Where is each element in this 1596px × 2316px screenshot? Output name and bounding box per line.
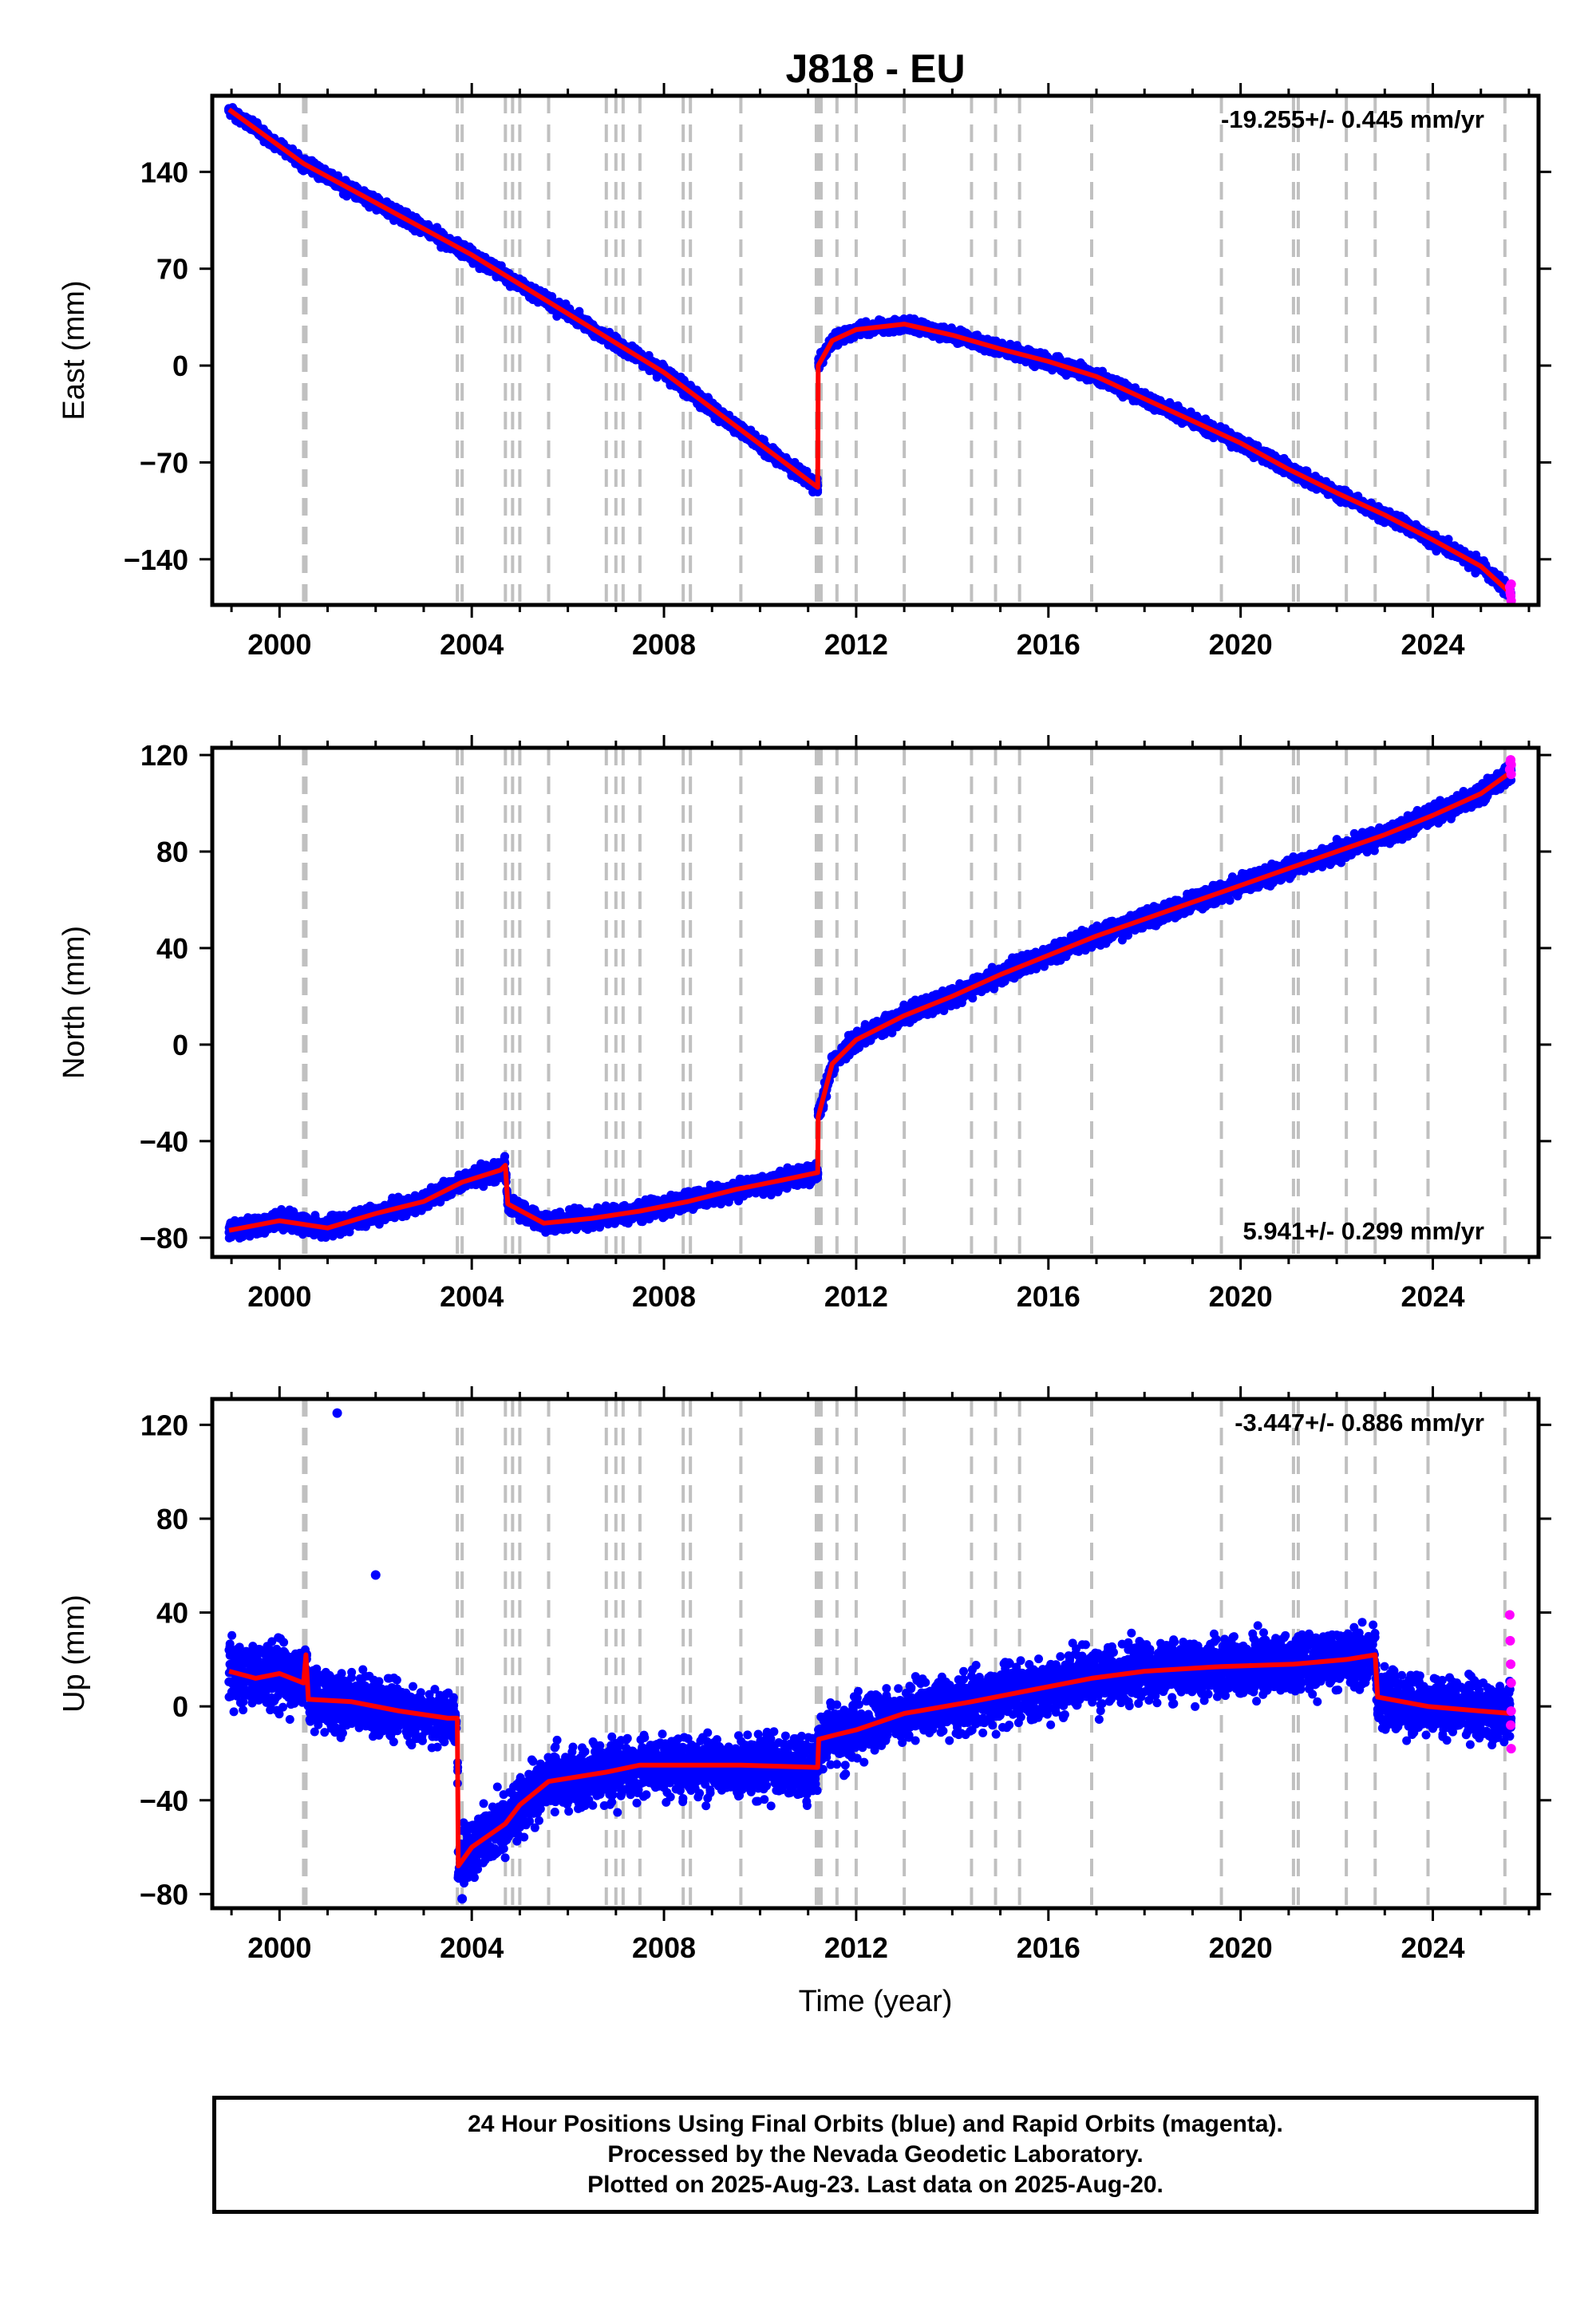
chart-title: J818 - EU: [785, 46, 965, 91]
panels: 2000 2004 2008 2012 2016 2020 2024−140−7007014…: [57, 83, 1551, 1964]
final-orbit-points-east: [223, 103, 1515, 601]
plot-area-east: [223, 96, 1516, 605]
panel-east: 2000 2004 2008 2012 2016 2020 2024−140−7007014…: [57, 83, 1551, 661]
final-point: [813, 487, 823, 496]
